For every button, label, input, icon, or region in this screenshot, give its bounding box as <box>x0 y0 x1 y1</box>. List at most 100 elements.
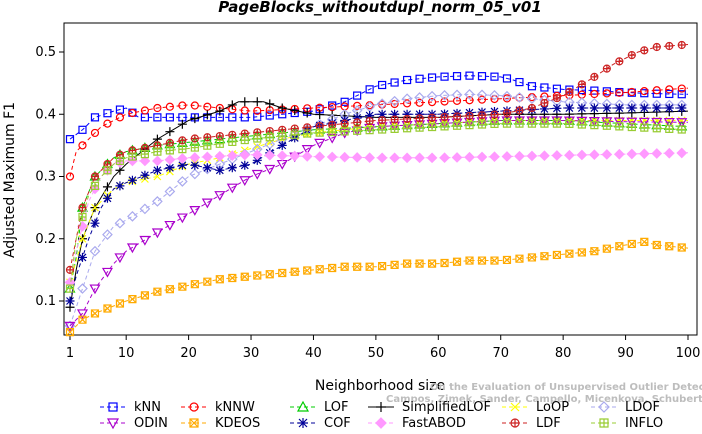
series-marker <box>401 152 413 164</box>
series-marker <box>253 106 262 115</box>
series-marker <box>490 256 499 265</box>
series-marker <box>664 103 674 113</box>
series-marker <box>166 139 174 147</box>
series-marker <box>627 51 636 60</box>
legend-item-cof: COF <box>290 416 351 431</box>
series-marker <box>677 84 686 93</box>
series-marker <box>240 160 250 170</box>
series-marker <box>415 259 424 268</box>
series-marker <box>465 256 474 265</box>
series-marker <box>440 97 449 106</box>
series-marker <box>78 203 87 212</box>
y-axis-label: Adjusted Maximum F1 <box>2 102 18 258</box>
series-marker <box>490 119 499 128</box>
legend-label: COF <box>324 416 351 431</box>
x-tick-label: 40 <box>305 346 322 361</box>
series-marker <box>365 85 374 94</box>
series-marker <box>501 151 513 162</box>
series-marker <box>202 163 212 173</box>
series-marker <box>90 181 100 190</box>
series-marker <box>652 240 661 250</box>
series-marker <box>201 198 213 209</box>
series-marker <box>114 253 126 264</box>
series-marker <box>127 175 137 185</box>
series-marker <box>375 417 387 429</box>
legend-item-fastabod: FastABOD <box>368 416 466 431</box>
series-marker <box>390 124 399 133</box>
series-marker <box>510 402 520 412</box>
series-marker <box>128 152 137 161</box>
series-marker <box>513 116 525 127</box>
series-marker <box>602 89 611 98</box>
legend-label: FastABOD <box>402 416 466 431</box>
series-marker <box>153 172 162 181</box>
series-marker <box>103 119 112 128</box>
series-marker <box>265 133 274 142</box>
series-marker <box>640 237 649 246</box>
series-marker <box>253 271 262 280</box>
series-marker <box>602 103 612 113</box>
series-marker <box>465 71 474 80</box>
series-marker <box>403 115 411 123</box>
series-marker <box>128 295 137 304</box>
legend-item-knnw: kNNW <box>181 400 255 415</box>
series-marker <box>290 130 299 139</box>
series-marker <box>164 186 176 197</box>
x-tick-label: 30 <box>243 346 260 361</box>
series-marker <box>565 88 573 96</box>
watermark-line-1: Campos, Zimek, Sander, Campello, Micenko… <box>386 394 702 405</box>
series-marker <box>328 263 337 273</box>
series-marker <box>502 108 512 118</box>
series-marker <box>153 103 162 113</box>
series-marker <box>103 304 112 313</box>
series-marker <box>328 102 337 112</box>
series-marker <box>565 87 574 96</box>
x-tick-label: 1 <box>66 346 74 361</box>
series-marker <box>427 98 437 107</box>
series-marker <box>353 118 362 127</box>
series-marker <box>439 89 450 101</box>
series-marker <box>390 115 399 124</box>
series-marker <box>339 151 351 163</box>
series-marker <box>477 72 487 81</box>
series-marker <box>452 112 462 121</box>
series-marker <box>189 418 199 428</box>
series-marker <box>240 272 249 281</box>
series-marker <box>152 165 162 175</box>
series-marker <box>651 117 663 128</box>
series-marker <box>115 181 125 191</box>
series-marker <box>301 151 313 162</box>
series-marker <box>590 86 599 95</box>
series-marker <box>577 120 586 129</box>
series-marker <box>190 134 199 143</box>
series-marker <box>164 220 176 231</box>
series-marker <box>503 109 511 117</box>
series-marker <box>590 73 598 81</box>
series-marker <box>427 113 437 122</box>
series-marker <box>640 46 649 55</box>
series-marker <box>78 234 87 243</box>
series-marker <box>489 151 500 163</box>
legend-label: INFLO <box>625 416 663 431</box>
series-marker <box>465 96 474 105</box>
series-marker <box>140 106 150 115</box>
series-marker <box>402 109 412 119</box>
series-marker <box>365 116 374 126</box>
series-marker <box>540 83 549 92</box>
legend-label: LDOF <box>625 400 660 415</box>
series-marker <box>677 103 687 113</box>
series-marker <box>165 102 174 111</box>
series-marker <box>126 243 138 254</box>
series-marker <box>378 80 387 90</box>
series-marker <box>340 127 349 136</box>
series-marker <box>128 108 137 118</box>
series-marker <box>190 143 199 152</box>
series-marker <box>502 255 512 265</box>
x-axis: 1 10 20 30 40 50 60 70 80 90 100 <box>66 335 700 361</box>
series-marker <box>426 152 438 164</box>
series-marker <box>228 113 237 122</box>
series-marker <box>427 259 437 268</box>
series-marker <box>376 402 386 412</box>
series-marker <box>203 133 212 142</box>
series-marker <box>511 419 519 427</box>
